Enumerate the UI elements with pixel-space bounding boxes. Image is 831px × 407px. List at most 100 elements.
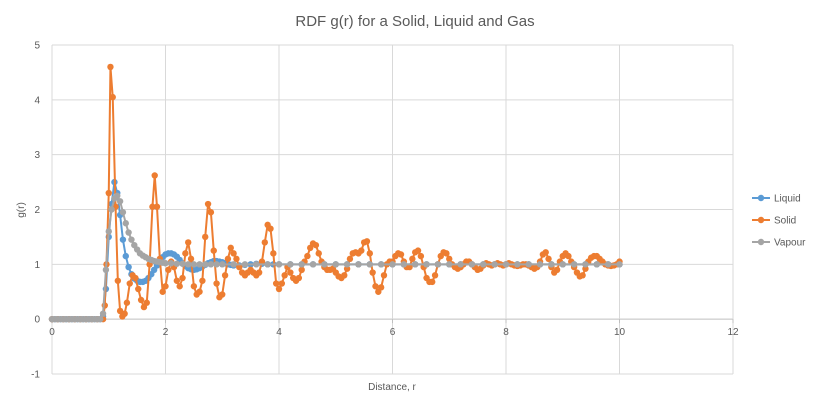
y-tick-label: 3 bbox=[34, 150, 40, 161]
data-point bbox=[219, 291, 226, 298]
data-point bbox=[165, 266, 172, 274]
data-point bbox=[162, 260, 169, 267]
data-point bbox=[502, 261, 510, 268]
legend: Liquid Solid Vapour bbox=[752, 194, 806, 249]
legend-label: Liquid bbox=[774, 194, 801, 205]
data-point bbox=[570, 261, 578, 268]
data-point bbox=[153, 203, 161, 210]
data-point bbox=[414, 247, 422, 254]
x-tick-label: 0 bbox=[49, 327, 55, 338]
data-point bbox=[272, 280, 280, 287]
legend-label: Solid bbox=[774, 216, 796, 227]
legend-swatch-marker bbox=[757, 216, 765, 224]
data-point bbox=[173, 277, 181, 284]
legend-item-solid: Solid bbox=[752, 216, 796, 227]
data-point bbox=[446, 255, 453, 263]
data-point bbox=[255, 269, 263, 276]
data-point bbox=[417, 252, 425, 260]
data-point bbox=[190, 283, 198, 290]
data-point bbox=[514, 261, 521, 268]
data-point bbox=[491, 261, 498, 268]
data-point bbox=[369, 269, 376, 276]
data-point bbox=[123, 299, 131, 306]
data-point bbox=[116, 198, 124, 205]
data-point bbox=[267, 225, 274, 232]
data-point bbox=[114, 277, 122, 284]
data-point bbox=[377, 261, 385, 268]
x-axis-label: Distance, r bbox=[368, 382, 416, 393]
y-tick-label: 5 bbox=[34, 41, 40, 52]
data-point bbox=[343, 261, 351, 268]
data-point bbox=[221, 272, 229, 279]
legend-item-vapour: Vapour bbox=[752, 238, 806, 249]
y-tick-labels: -1 0 1 2 3 4 5 bbox=[31, 41, 40, 381]
data-point bbox=[332, 261, 339, 268]
data-point bbox=[258, 258, 266, 265]
data-point bbox=[278, 280, 286, 287]
data-point bbox=[190, 261, 198, 268]
data-point bbox=[185, 239, 192, 246]
data-point bbox=[227, 244, 234, 252]
data-point bbox=[412, 261, 419, 268]
data-point bbox=[304, 252, 311, 260]
data-point bbox=[377, 284, 385, 291]
data-point bbox=[224, 255, 232, 263]
data-point bbox=[167, 260, 175, 267]
data-point bbox=[446, 261, 453, 268]
series-layer bbox=[48, 63, 623, 323]
data-point bbox=[582, 265, 589, 272]
x-tick-label: 4 bbox=[276, 327, 282, 338]
data-point bbox=[429, 278, 436, 286]
data-point bbox=[241, 261, 249, 268]
data-point bbox=[122, 252, 129, 260]
data-point bbox=[275, 261, 283, 268]
data-point bbox=[121, 310, 128, 317]
data-point bbox=[210, 247, 217, 254]
data-point bbox=[604, 261, 612, 268]
data-point bbox=[409, 255, 416, 263]
data-point bbox=[97, 315, 104, 323]
data-point bbox=[480, 261, 487, 268]
chart-title: RDF g(r) for a Solid, Liquid and Gas bbox=[295, 13, 534, 30]
y-tick-label: 2 bbox=[34, 205, 40, 216]
data-point bbox=[202, 261, 209, 268]
data-point bbox=[219, 261, 226, 268]
data-point bbox=[593, 261, 600, 268]
data-point bbox=[99, 310, 107, 317]
x-tick-label: 10 bbox=[614, 327, 626, 338]
data-point bbox=[358, 247, 365, 254]
data-point bbox=[119, 209, 127, 216]
data-point bbox=[545, 255, 552, 263]
data-point bbox=[355, 261, 362, 268]
data-point bbox=[309, 261, 317, 268]
data-point bbox=[565, 252, 572, 260]
data-point bbox=[366, 261, 373, 268]
x-tick-label: 8 bbox=[503, 327, 509, 338]
data-point bbox=[315, 250, 322, 257]
data-point bbox=[346, 255, 354, 263]
data-point bbox=[389, 261, 396, 268]
data-point bbox=[233, 255, 240, 263]
data-point bbox=[525, 261, 532, 268]
y-tick-label: 4 bbox=[34, 95, 40, 106]
y-tick-label: 1 bbox=[34, 260, 40, 271]
x-tick-labels: 0 2 4 6 8 10 12 bbox=[49, 327, 739, 338]
data-point bbox=[298, 261, 305, 268]
data-point bbox=[548, 261, 555, 268]
data-point bbox=[199, 277, 206, 284]
data-point bbox=[431, 272, 439, 279]
data-point bbox=[114, 192, 121, 199]
data-point bbox=[275, 285, 283, 293]
data-point bbox=[196, 261, 203, 268]
data-point bbox=[295, 274, 303, 282]
data-point bbox=[287, 269, 294, 276]
data-point bbox=[579, 272, 586, 279]
data-point bbox=[213, 261, 220, 268]
data-point bbox=[207, 261, 215, 268]
data-point bbox=[202, 233, 209, 241]
data-point bbox=[372, 283, 379, 290]
data-point bbox=[582, 261, 589, 268]
data-point bbox=[119, 236, 127, 243]
y-tick-label: -1 bbox=[31, 370, 40, 381]
